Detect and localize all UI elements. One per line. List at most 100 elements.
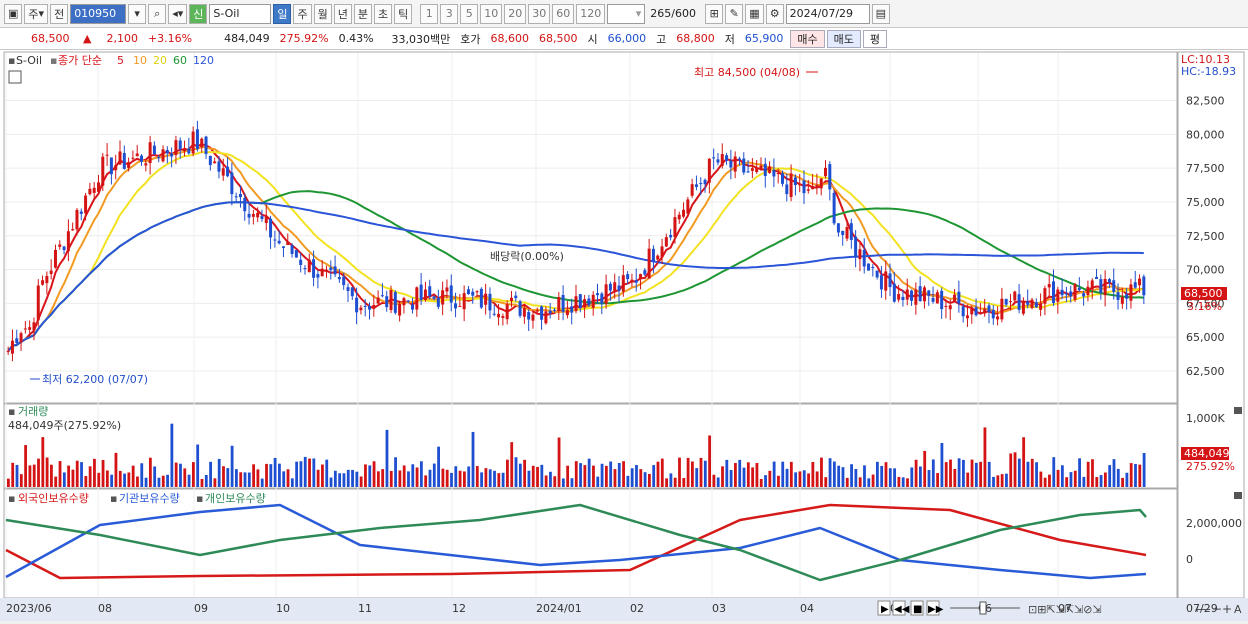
volume-bar (561, 478, 565, 487)
minute-option-120[interactable]: 120 (576, 3, 606, 24)
sell-button[interactable]: 매도 (826, 29, 861, 48)
candle-body (161, 149, 165, 162)
draw-tool-icon[interactable]: ✎ (725, 3, 744, 24)
volume-bar (673, 477, 677, 487)
tab-tick[interactable]: 틱 (394, 3, 413, 24)
rewind-button[interactable] (892, 600, 906, 616)
stop-button[interactable] (910, 600, 924, 616)
volume-bar (204, 475, 208, 487)
candle-body (725, 155, 729, 161)
candle-body (28, 327, 32, 330)
grid-tool-icon[interactable]: ⊞ (705, 3, 724, 24)
candle-body (1138, 278, 1142, 286)
candle-body (565, 309, 569, 316)
forward-button[interactable] (926, 600, 940, 616)
price-y-tick: 72,500 (1186, 230, 1225, 243)
volume-bar (949, 459, 952, 487)
candle-body (84, 195, 88, 214)
holder-legend-institution: 기관보유수량 (119, 492, 180, 505)
volume-bar (893, 468, 896, 487)
candle-body (92, 187, 96, 193)
table-icon[interactable]: ▦ (745, 3, 764, 24)
candle-body (905, 289, 909, 300)
volume-bar (157, 477, 161, 487)
volume-bar (372, 461, 376, 487)
minute-option-3[interactable]: 3 (440, 3, 459, 24)
layout-icon[interactable]: ▣ (4, 3, 23, 24)
code-dropdown-icon[interactable]: ▾ (128, 3, 147, 24)
bar-count-field[interactable]: 265/600 (647, 4, 703, 24)
volume-bar (458, 470, 462, 487)
date-value: 2024/07/29 (789, 7, 854, 20)
tab-month[interactable]: 월 (313, 3, 332, 24)
candle-body (686, 199, 690, 214)
volume-bar (841, 467, 845, 487)
tab-minute[interactable]: 분 (353, 3, 372, 24)
tab-second[interactable]: 초 (373, 3, 393, 24)
buy-button[interactable]: 매수 (790, 29, 825, 48)
settings-icon[interactable]: ⚙ (765, 3, 784, 24)
candle-body (755, 167, 759, 173)
volume-bar (179, 463, 182, 487)
holder-close-icon[interactable] (1234, 492, 1242, 499)
candle-body (376, 297, 380, 304)
volume-bar (897, 476, 901, 487)
volume-bar (600, 463, 604, 487)
eval-button[interactable]: 평 (862, 29, 888, 48)
candle-body (1004, 298, 1008, 305)
new-badge[interactable]: 신 (189, 3, 208, 24)
candle-body (260, 216, 264, 219)
stock-name-field[interactable]: S-Oil (209, 3, 272, 24)
tab-week[interactable]: 주 (293, 3, 312, 24)
candle-body (737, 158, 741, 160)
minute-option-5[interactable]: 5 (460, 3, 479, 24)
candle-body (1026, 301, 1030, 305)
tab-day[interactable]: 일 (273, 3, 292, 24)
volume-bar (110, 474, 114, 487)
candle-body (935, 292, 939, 304)
minute-option-10[interactable]: 10 (480, 3, 503, 24)
calendar-icon[interactable]: ▤ (871, 3, 891, 24)
candle-body (32, 322, 36, 331)
volume-bar (931, 459, 935, 487)
holder-y-tick-2m: 2,000,000 (1186, 517, 1242, 530)
table-toggle-icon[interactable] (8, 70, 22, 84)
auto-scale-icon[interactable]: A (1234, 603, 1242, 616)
candle-body (772, 169, 776, 177)
volume-bar (665, 478, 668, 487)
market-button[interactable]: 전 (50, 3, 69, 24)
zoom-tools-icon[interactable]: ⊡⊞⇱⇲⇱⇲⊘⇲ (1028, 603, 1102, 616)
tab-year[interactable]: 년 (333, 3, 352, 24)
date-field[interactable]: 2024/07/29 (785, 3, 870, 24)
zoom-slider-handle[interactable] (979, 601, 987, 615)
volume-bar (437, 446, 440, 487)
candle-body (402, 298, 406, 306)
speaker-icon[interactable]: ◂▾ (168, 3, 188, 24)
search-icon[interactable]: ⌕ (148, 3, 167, 24)
minute-option-30[interactable]: 30 (528, 3, 551, 24)
candle-body (1064, 293, 1068, 295)
minute-option-20[interactable]: 20 (504, 3, 527, 24)
candle-body (251, 213, 255, 217)
stock-chart[interactable]: 82,500 80,000 77,500 75,000 72,500 70,000 67,5… (0, 50, 1248, 621)
stock-code-input[interactable]: 010950 (70, 3, 127, 24)
candle-body (522, 308, 526, 317)
interval-select[interactable]: ▾ (607, 3, 646, 24)
volume-bar (1048, 474, 1051, 487)
bar-max: /600 (671, 7, 696, 20)
volume-bar (407, 471, 410, 487)
volume-bar (471, 431, 475, 487)
minus-icon[interactable]: − (1212, 602, 1222, 616)
plus-icon[interactable]: + (1222, 602, 1232, 616)
minute-option-60[interactable]: 60 (552, 3, 575, 24)
candle-body (415, 287, 419, 310)
candle-body (303, 268, 307, 270)
minute-option-1[interactable]: 1 (420, 3, 439, 24)
period-type-select[interactable]: 주 ▾ (24, 3, 49, 24)
volume-bar (325, 459, 329, 487)
scroll-right-button[interactable] (877, 600, 891, 616)
volume-close-icon[interactable] (1234, 407, 1242, 414)
candle-body (630, 279, 634, 282)
zoom-out-icon[interactable]: ⟵ (1195, 603, 1211, 616)
volume-bar (540, 464, 544, 487)
